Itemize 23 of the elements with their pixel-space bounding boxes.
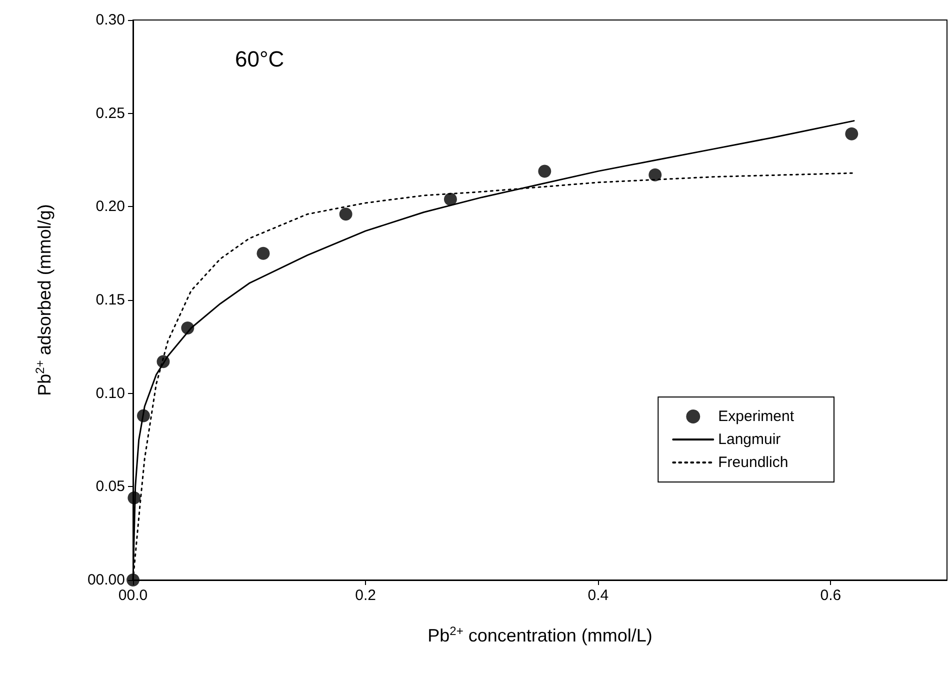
point	[256, 246, 270, 260]
x-tick-label: 0.4	[588, 587, 609, 604]
y-tick-label: 0.25	[96, 104, 125, 122]
legend-label: Experiment	[718, 408, 795, 425]
point	[648, 168, 662, 182]
y-axis-title: Pb2+ adsorbed (mmol/g)	[33, 204, 54, 396]
point	[845, 127, 858, 140]
x-tick-label: 0.2	[355, 587, 376, 604]
legend-label: Langmuir	[718, 431, 781, 448]
point	[126, 574, 140, 586]
point	[444, 192, 457, 206]
y-tick-label: 0.20	[96, 198, 125, 216]
y-tick-label: 0.10	[96, 384, 125, 402]
legend-label: Freundlich	[718, 454, 788, 471]
annotation: 60°C	[235, 46, 284, 72]
point	[339, 208, 352, 221]
y-tick-label: 00.00	[87, 572, 125, 588]
y-tick-label: 0.15	[96, 292, 125, 308]
point	[538, 164, 552, 178]
y-tick-label: 0.05	[96, 478, 125, 496]
x-tick-label: 0.6	[820, 587, 842, 604]
y-tick-label: 0.30	[96, 12, 125, 28]
x-tick-label: 00.0	[118, 587, 148, 604]
